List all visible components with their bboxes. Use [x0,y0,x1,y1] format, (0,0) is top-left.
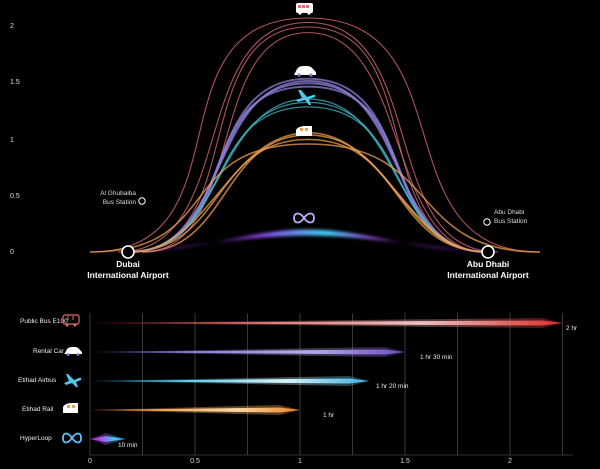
plane-icon [296,90,316,105]
y-tick-label: 0.5 [10,193,20,200]
y-tick-label: 0 [10,249,14,256]
dubai-airport-marker [121,245,135,259]
y-tick-label: 2 [10,23,14,30]
bus-icon [296,3,313,15]
station-subtitle: Bus Station [494,218,528,225]
station-name: Abu Dhabi [494,209,524,216]
station-subtitle: Bus Station [103,199,137,206]
destination-name: Abu Dhabi [467,259,510,269]
series-band-hyperloop [128,229,488,252]
x-tick-label: 1 [298,458,302,465]
bar-series [90,318,563,445]
route-arcs [89,17,541,253]
train-icon [63,403,78,413]
row-label: Rental Car [33,348,65,355]
al-ghubaiba-station-marker [138,197,146,205]
route-arc-chart: 0 0.5 1 1.5 2 Dubai International Airpor… [10,3,541,280]
row-label: Public Bus E100 [20,318,68,325]
bar-value-label: 10 min [118,442,138,449]
bar-value-label: 1 hr 20 min [376,383,409,390]
origin-subtitle: International Airport [87,270,169,280]
series-line-car [127,77,489,253]
bar-glow [90,433,126,445]
y-tick-label: 1.5 [10,79,20,86]
row-label: HyperLoop [20,435,52,442]
series-line-plane [125,106,491,253]
row-label: Etihad Rail [22,406,54,413]
x-tick-label: 0.5 [190,458,200,465]
car-icon [294,66,316,77]
bar-glow [90,347,405,357]
bus-icon [62,314,80,327]
origin-name: Dubai [116,259,140,269]
bar-glow [90,405,300,415]
x-tick-label: 0 [88,458,92,465]
bar-glow [90,318,563,328]
station-name: Al Ghubaiba [100,190,136,197]
series-line-train [89,143,541,253]
train-icon [296,126,312,136]
bar-value-label: 2 hr [566,325,578,332]
travel-time-bar-chart: 0 0.5 1 1.5 2 Public Bus E100 Rental Car Eti… [18,313,578,465]
abu-dhabi-airport-marker [481,245,495,259]
abu-dhabi-station-marker [483,218,491,226]
destination-subtitle: International Airport [447,270,529,280]
series-line-bus [127,26,489,253]
series-line-bus [89,17,541,253]
x-axis-ticks: 0 0.5 1 1.5 2 [88,458,512,465]
row-label: Etihad Airbus [18,377,57,384]
plane-icon [64,374,82,387]
y-axis-ticks: 0 0.5 1 1.5 2 [10,23,20,256]
x-tick-label: 1.5 [400,458,410,465]
series-line-train [127,138,489,253]
x-tick-label: 2 [508,458,512,465]
bar-glow [90,376,370,386]
infinity-icon [293,212,315,224]
car-icon [64,347,82,356]
bar-value-label: 1 hr [323,412,335,419]
infinity-icon [62,432,82,444]
y-tick-label: 1 [10,137,14,144]
bar-value-label: 1 hr 30 min [420,354,453,361]
series-line-bus [117,21,499,253]
